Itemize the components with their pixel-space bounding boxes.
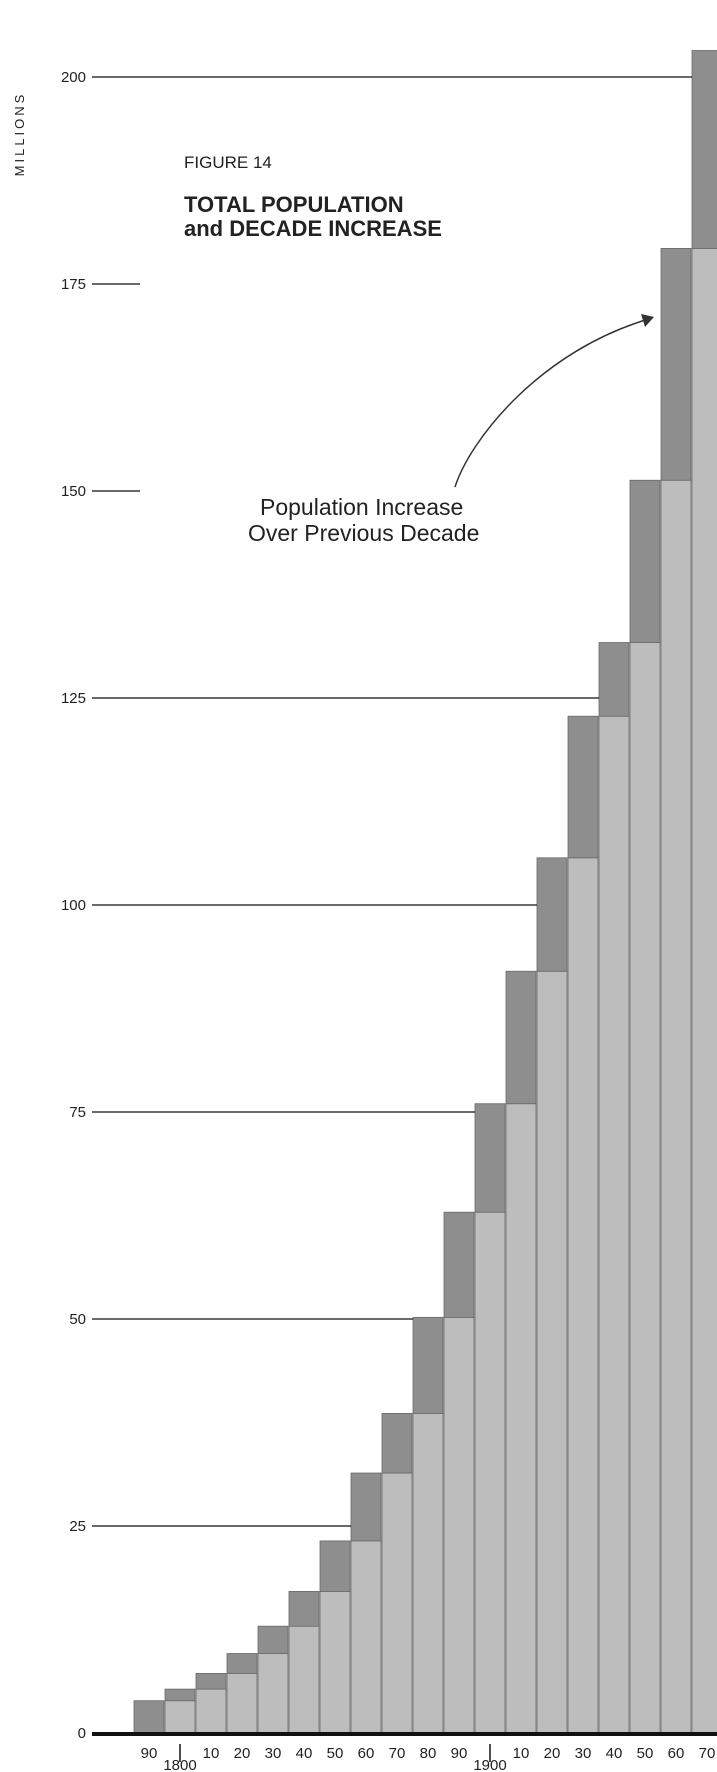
x-axis-baseline <box>92 1732 717 1736</box>
bar-base-1940 <box>598 715 630 1734</box>
y-tick-label-75: 75 <box>69 1104 86 1121</box>
x-tick-label-1960: 60 <box>668 1745 685 1762</box>
y-tick-label-25: 25 <box>69 1518 86 1535</box>
bar-increase-1960 <box>660 247 692 481</box>
figure-label: FIGURE 14 <box>184 153 272 172</box>
annotation-line1: Population Increase <box>260 494 463 520</box>
annotation-line2: Over Previous Decade <box>248 520 479 546</box>
bar-increase-1840 <box>288 1591 320 1627</box>
x-tick-label-1910: 10 <box>513 1745 530 1762</box>
y-ticks-layer: 0 25 50 75 100 125 150 175 200 <box>61 69 86 1742</box>
y-tick-label-100: 100 <box>61 897 86 914</box>
x-tick-label-1810: 10 <box>203 1745 220 1762</box>
y-tick-label-125: 125 <box>61 690 86 707</box>
y-tick-label-175: 175 <box>61 276 86 293</box>
x-tick-label-1950: 50 <box>637 1745 654 1762</box>
gridlines-layer <box>92 76 692 1527</box>
bar-increase-1860 <box>350 1472 382 1542</box>
x-tick-label-1850: 50 <box>327 1745 344 1762</box>
x-tick-label-1870: 70 <box>389 1745 406 1762</box>
bar-base-1850 <box>319 1591 351 1734</box>
bar-increase-1880 <box>412 1316 444 1414</box>
x-ticks-layer: 90 10 20 30 40 50 60 70 80 90 10 20 30 40 50 60 70 1800 19… <box>141 1744 716 1772</box>
bar-base-1870 <box>381 1472 413 1734</box>
bar-increase-1920 <box>536 857 568 972</box>
x-tick-label-1940: 40 <box>606 1745 623 1762</box>
bar-increase-1850 <box>319 1540 351 1592</box>
bar-base-1960 <box>660 479 692 1734</box>
bar-base-1930 <box>567 857 599 1734</box>
bar-increase-1820 <box>226 1653 258 1674</box>
bar-increase-1930 <box>567 715 599 859</box>
y-tick-label-200: 200 <box>61 69 86 86</box>
annotation-arrowhead <box>641 314 654 327</box>
bar-increase-1900 <box>474 1103 506 1213</box>
x-tick-label-1970: 70 <box>699 1745 716 1762</box>
chart-title-line2: and DECADE INCREASE <box>184 216 442 241</box>
bar-increase-1890 <box>443 1211 475 1318</box>
bars-layer <box>133 50 717 1734</box>
bar-base-1810 <box>195 1688 227 1734</box>
bar-increase-1790 <box>133 1700 165 1734</box>
bar-increase-1800 <box>164 1688 196 1702</box>
x-tick-label-1820: 20 <box>234 1745 251 1762</box>
x-tick-label-1860: 60 <box>358 1745 375 1762</box>
bar-increase-1950 <box>629 479 661 643</box>
bar-base-1830 <box>257 1653 289 1734</box>
bar-base-1840 <box>288 1625 320 1734</box>
bar-base-1820 <box>226 1672 258 1734</box>
bar-base-1890 <box>443 1316 475 1734</box>
bar-increase-1870 <box>381 1412 413 1474</box>
bar-base-1860 <box>350 1540 382 1734</box>
annotation-arrow <box>454 317 653 488</box>
bar-increase-1970 <box>691 50 717 249</box>
chart-title-line1: TOTAL POPULATION <box>184 192 404 217</box>
bar-base-1970 <box>691 247 717 1734</box>
x-tick-label-1920: 20 <box>544 1745 561 1762</box>
y-tick-label-50: 50 <box>69 1311 86 1328</box>
x-tick-label-1790: 90 <box>141 1745 158 1762</box>
y-axis-label: MILLIONS <box>12 92 27 177</box>
bar-base-1900 <box>474 1211 506 1734</box>
bar-base-1800 <box>164 1700 196 1734</box>
bar-base-1920 <box>536 970 568 1734</box>
x-tick-label-1930: 30 <box>575 1745 592 1762</box>
x-tick-label-1880: 80 <box>420 1745 437 1762</box>
y-tick-label-0: 0 <box>78 1725 86 1742</box>
century-label-1900: 1900 <box>473 1757 506 1772</box>
x-tick-label-1890: 90 <box>451 1745 468 1762</box>
bar-increase-1810 <box>195 1672 227 1690</box>
bar-base-1950 <box>629 642 661 1734</box>
y-tick-label-150: 150 <box>61 483 86 500</box>
bar-increase-1830 <box>257 1625 289 1654</box>
x-tick-label-1840: 40 <box>296 1745 313 1762</box>
x-tick-label-1830: 30 <box>265 1745 282 1762</box>
bar-base-1910 <box>505 1103 537 1734</box>
bar-base-1880 <box>412 1412 444 1734</box>
century-label-1800: 1800 <box>163 1757 196 1772</box>
bar-increase-1940 <box>598 642 630 717</box>
bar-increase-1910 <box>505 970 537 1105</box>
